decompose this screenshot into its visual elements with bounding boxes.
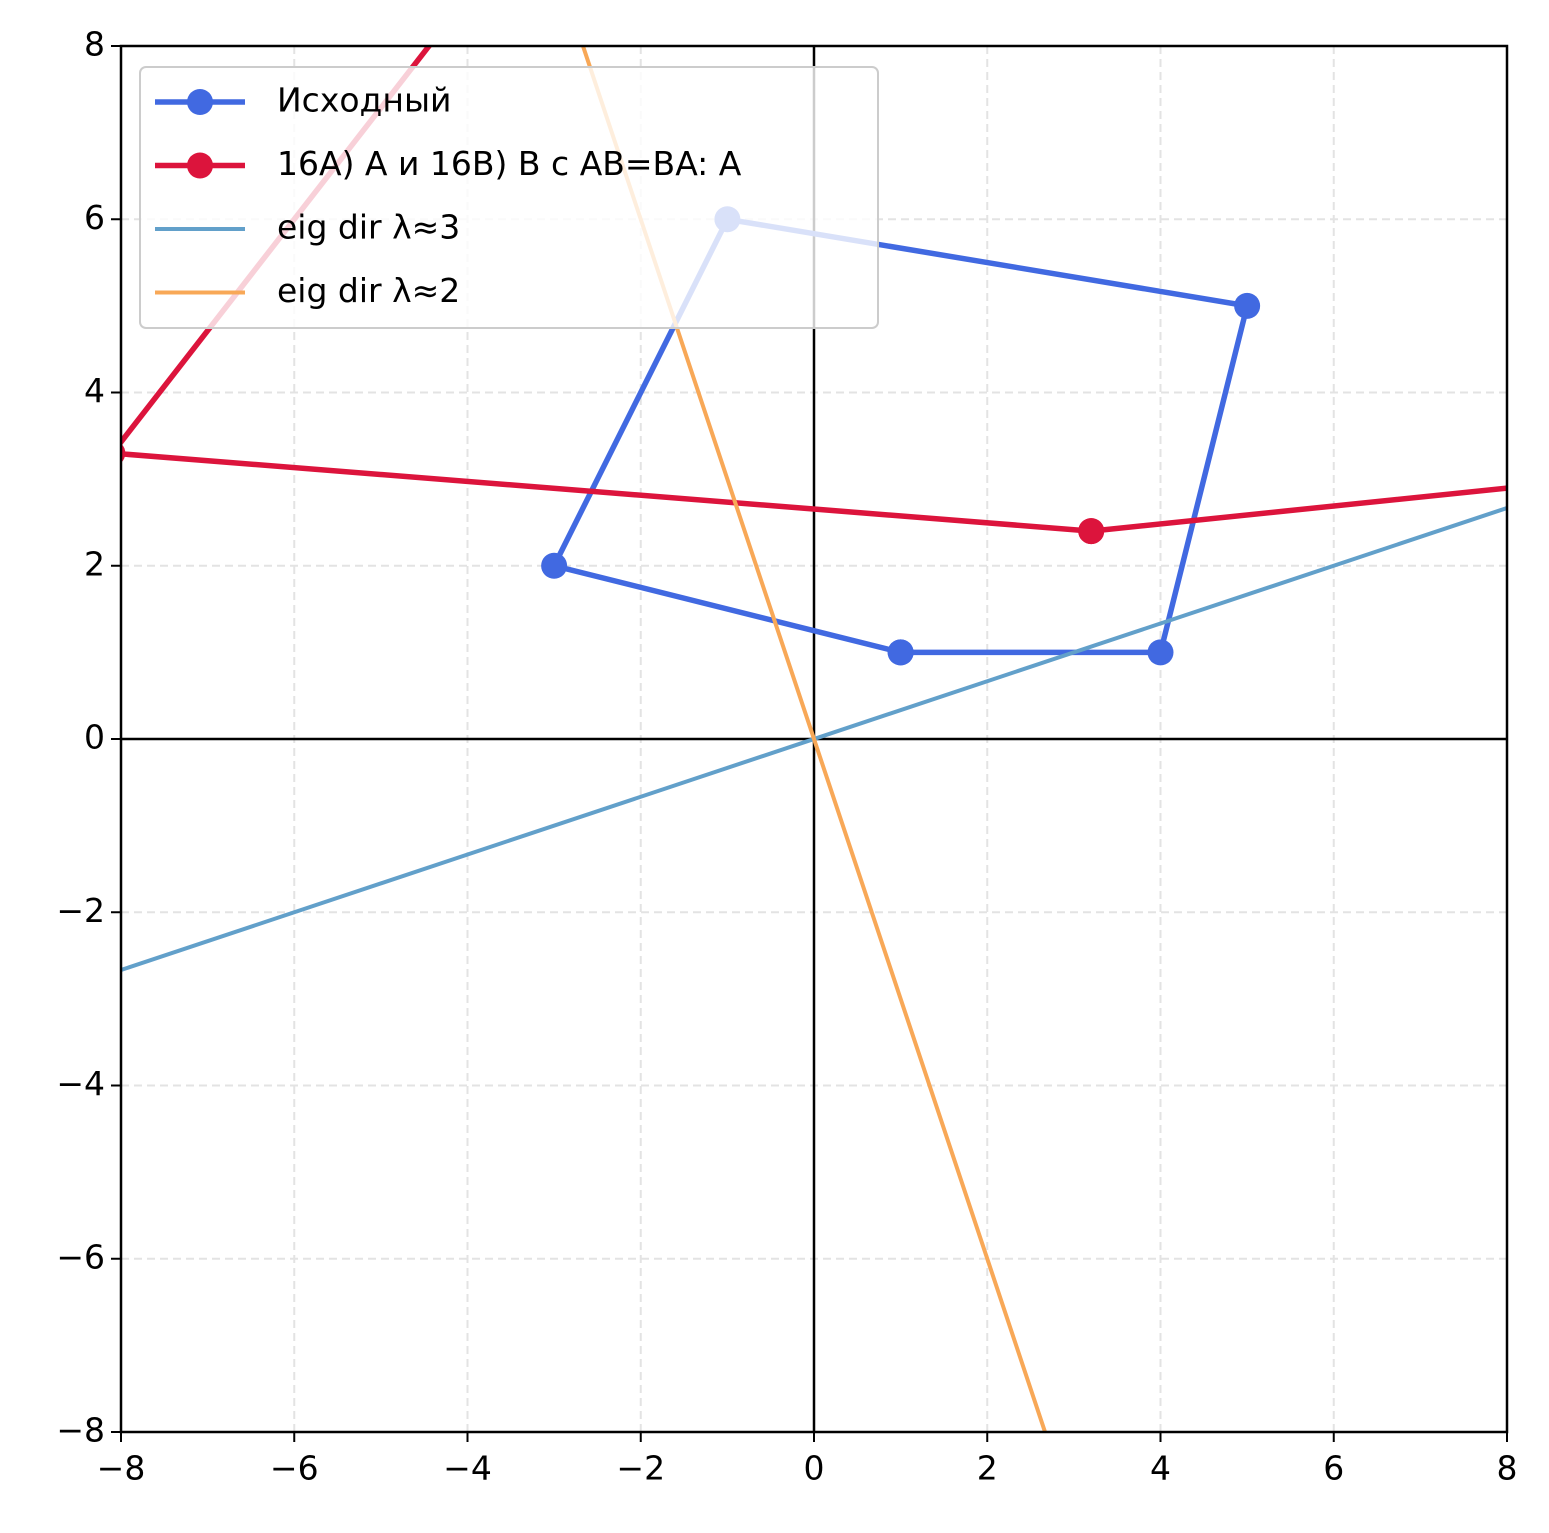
- legend-marker: [187, 89, 213, 115]
- point: [1078, 518, 1105, 545]
- series-line: [121, 46, 1507, 534]
- y-tick-label: 8: [84, 25, 105, 64]
- x-tick-label: 0: [804, 1449, 825, 1488]
- legend-label: Исходный: [277, 81, 451, 120]
- point: [1234, 292, 1261, 319]
- x-tick-label: 2: [977, 1449, 998, 1488]
- legend-label: 16A) A и 16B) B с AB=BA: A: [277, 144, 742, 183]
- point: [1147, 639, 1174, 666]
- point: [887, 639, 914, 666]
- legend-label: eig dir λ≈2: [277, 271, 460, 310]
- y-tick-label: 2: [84, 544, 105, 583]
- legend-label: eig dir λ≈3: [277, 208, 460, 247]
- x-tick-label: 4: [1150, 1449, 1171, 1488]
- y-tick-label: −8: [56, 1411, 105, 1450]
- y-tick-label: −6: [56, 1237, 105, 1276]
- x-tick-label: 6: [1323, 1449, 1344, 1488]
- x-tick-label: −4: [443, 1449, 492, 1488]
- x-tick-label: −8: [97, 1449, 146, 1488]
- y-tick-label: 0: [84, 718, 105, 757]
- legend-box: [139, 66, 879, 329]
- axes: −8 −6 −4 −2 0 2 4 6 8 −8 −6 −4 −2 0 2 4 6 8: [56, 25, 1517, 1488]
- y-tick-label: −2: [56, 891, 105, 930]
- plot-frame: [119, 44, 1509, 1434]
- legend: Исходный 16A) A и 16B) B с AB=BA: A eig di…: [139, 66, 879, 329]
- x-tick-label: −2: [616, 1449, 665, 1488]
- point: [541, 552, 568, 579]
- y-tick-label: −4: [56, 1064, 105, 1103]
- y-tick-label: 4: [84, 371, 105, 410]
- y-tick-label: 6: [84, 198, 105, 237]
- series-line: [550, 216, 1251, 656]
- x-tick-label: −6: [270, 1449, 319, 1488]
- legend-marker: [187, 152, 213, 179]
- x-tick-label: 8: [1497, 1449, 1518, 1488]
